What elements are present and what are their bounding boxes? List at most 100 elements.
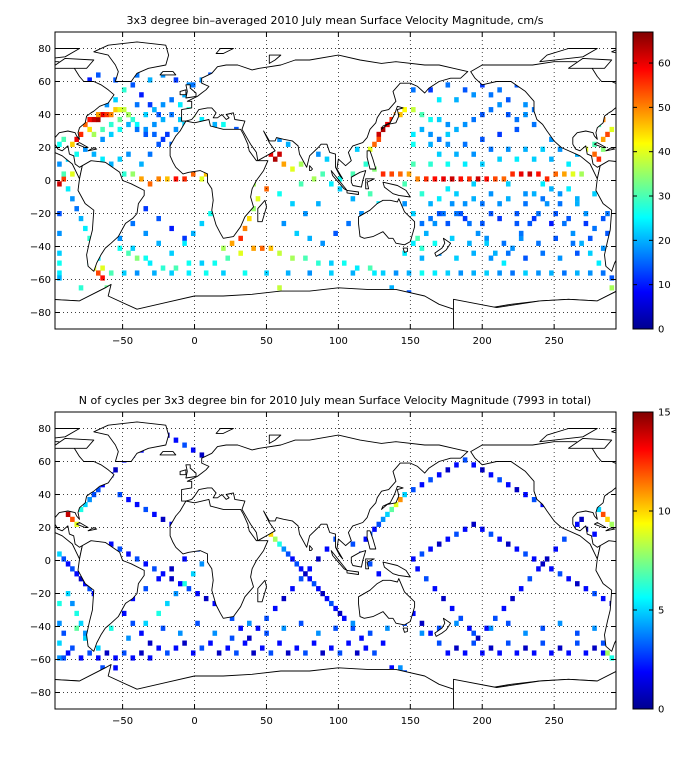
data-bin xyxy=(83,501,88,508)
y-tick-label: 0 xyxy=(45,556,51,567)
data-bin xyxy=(592,151,597,157)
data-bin xyxy=(462,215,468,222)
data-bin xyxy=(523,270,528,276)
landmass-outline xyxy=(539,48,598,63)
landmass-outline xyxy=(268,54,282,64)
data-bin xyxy=(411,87,416,93)
landmass-outline xyxy=(678,452,694,455)
data-bin xyxy=(454,620,459,626)
data-bin xyxy=(480,650,485,656)
data-bin xyxy=(177,116,183,123)
data-bin xyxy=(57,655,62,661)
data-bin xyxy=(61,171,67,177)
data-bin xyxy=(182,442,187,448)
y-tick-label: 80 xyxy=(38,44,51,55)
data-bin xyxy=(505,620,511,626)
data-bin xyxy=(428,161,433,167)
data-bin xyxy=(130,620,136,626)
data-bin xyxy=(65,511,71,518)
data-bin xyxy=(113,665,118,671)
data-bin xyxy=(514,650,520,656)
data-bin xyxy=(281,220,287,227)
data-bin xyxy=(385,625,390,631)
data-bin xyxy=(203,270,209,276)
data-bin xyxy=(156,610,161,617)
data-bin xyxy=(117,156,123,162)
data-bin xyxy=(454,126,459,133)
data-bin xyxy=(320,591,325,597)
data-bin xyxy=(337,186,343,192)
data-bin xyxy=(182,581,187,587)
data-bin xyxy=(316,260,321,266)
landmass-outline xyxy=(382,561,411,578)
data-bin xyxy=(320,240,325,246)
data-bin xyxy=(592,191,597,197)
data-bin xyxy=(419,255,425,261)
x-tick-label: 200 xyxy=(473,336,492,347)
data-bin xyxy=(445,650,451,656)
data-bin xyxy=(428,546,433,552)
data-bin xyxy=(471,92,476,98)
data-bin xyxy=(605,230,610,237)
data-bin xyxy=(208,211,213,217)
data-bin xyxy=(294,645,300,651)
data-bin xyxy=(290,201,295,207)
data-bin xyxy=(277,151,282,157)
data-bin xyxy=(609,521,615,527)
data-bin xyxy=(121,650,127,656)
data-bin xyxy=(505,97,511,103)
data-bin xyxy=(523,112,528,118)
data-bin xyxy=(372,526,377,532)
data-bin xyxy=(393,501,399,508)
data-bin xyxy=(311,581,317,587)
landmass-outline xyxy=(365,178,375,190)
data-bin xyxy=(436,196,442,202)
data-bin xyxy=(480,136,485,142)
data-bin xyxy=(454,645,459,651)
data-bin xyxy=(583,211,589,217)
y-tick-label: −20 xyxy=(30,209,51,220)
data-bin xyxy=(398,496,403,503)
data-bin xyxy=(152,121,157,128)
data-bin xyxy=(376,131,382,138)
data-bin xyxy=(553,171,558,177)
data-bin xyxy=(462,121,468,128)
data-bin xyxy=(575,630,580,636)
data-bin xyxy=(333,625,338,631)
data-bin xyxy=(100,112,105,118)
landmass-outline xyxy=(179,89,187,96)
data-bin xyxy=(65,186,71,192)
data-bin xyxy=(303,255,308,261)
data-bin xyxy=(350,270,356,276)
data-bin xyxy=(411,131,416,138)
data-bin xyxy=(389,285,395,291)
data-bin xyxy=(121,171,127,177)
data-bin xyxy=(160,102,166,108)
data-bin xyxy=(562,171,567,177)
data-bin xyxy=(281,161,287,167)
data-bin xyxy=(160,265,166,271)
data-bin xyxy=(497,131,502,138)
landmass-outline xyxy=(453,290,616,329)
data-bin xyxy=(186,260,192,266)
data-bin xyxy=(493,250,498,256)
landmass-outline xyxy=(688,120,696,239)
data-bin xyxy=(445,82,451,88)
data-bin xyxy=(61,655,67,661)
data-bin xyxy=(471,196,476,202)
landmass-outline xyxy=(470,61,616,180)
data-bin xyxy=(212,121,218,128)
data-bin xyxy=(70,516,75,522)
data-bin xyxy=(203,595,209,602)
data-bin xyxy=(117,126,123,133)
data-bin xyxy=(96,112,101,118)
data-bin xyxy=(272,156,278,162)
data-bin xyxy=(143,561,149,567)
data-bin xyxy=(531,156,537,162)
data-bin xyxy=(497,87,502,93)
data-bin xyxy=(411,240,416,246)
data-bin xyxy=(592,645,597,651)
data-bin xyxy=(350,620,356,626)
x-tick-label: −50 xyxy=(112,336,133,347)
